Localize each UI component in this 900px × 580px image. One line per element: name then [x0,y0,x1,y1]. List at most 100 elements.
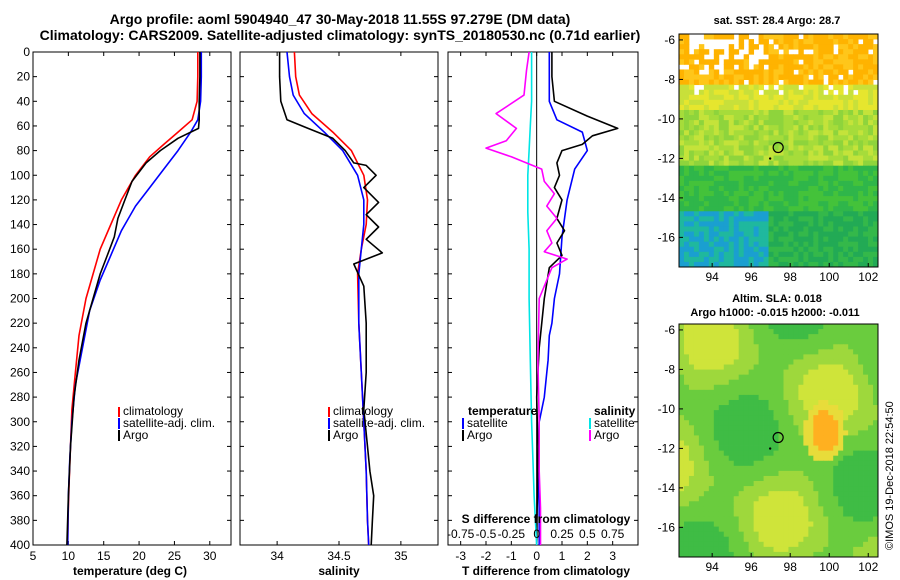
map-cell [793,465,799,472]
map-cell [868,324,874,330]
map-cell [858,475,864,482]
map-cell [788,155,794,162]
map-cell [868,379,874,386]
map-cell [718,339,725,345]
map-cell [688,506,695,512]
map-cell [708,551,715,558]
map-cell [758,125,764,131]
map-cell [683,115,690,121]
map-cell [743,206,750,212]
map-cell [788,364,794,370]
map-cell [738,551,745,558]
map-cell [703,506,710,512]
map-cell [683,420,690,426]
map-cell [683,415,690,421]
map-cell [743,455,750,462]
map-cell [873,109,879,116]
map-cell [708,415,715,421]
map-cell [858,496,864,502]
map-cell [783,130,789,136]
map-cell [838,241,844,248]
map-cell [693,79,700,86]
map-cell [873,104,879,111]
map-cell [758,460,764,467]
map-cell [693,241,700,248]
map-cell [818,405,824,411]
map-cell [748,39,755,45]
map-cell [728,521,735,528]
map-cell [703,201,710,207]
map-cell [863,155,869,162]
map-cell [818,475,824,482]
series-line-s-satellite [526,52,538,546]
map-cell [688,145,695,151]
map-cell [783,374,789,381]
map-cell [688,175,695,182]
map-cell [763,491,769,497]
map-cell [863,160,869,167]
map-cell [863,420,869,426]
map-cell [868,211,874,217]
y-tick-label: 180 [10,267,30,281]
map-cell [698,206,705,212]
map-cell [798,140,804,146]
map-cell [868,481,874,487]
map-cell [838,39,844,45]
map-y-tick-label: -8 [664,362,675,376]
map-cell [723,140,730,146]
map-cell [713,450,720,457]
map-cell [698,104,705,111]
map-cell [768,460,774,467]
y-tick-label: 280 [10,390,30,404]
map-cell [818,420,824,426]
map-cell [863,44,869,50]
map-cell [788,450,794,457]
map-cell [868,445,874,452]
map-cell [813,384,819,391]
map-cell [828,115,834,121]
map-cell [718,481,725,487]
map-cell [793,241,799,248]
map-cell [788,415,794,421]
map-cell [723,475,730,482]
map-cell [723,185,730,192]
map-cell [788,89,794,96]
map-cell [679,536,685,543]
map-cell [828,460,834,467]
map-cell [748,389,755,396]
map-cell [863,89,869,96]
map-cell [848,339,854,345]
map-cell [679,135,685,141]
map-cell [848,486,854,492]
map-cell [763,109,769,116]
map-cell [718,374,725,381]
map-cell [783,44,789,50]
map-cell [683,206,690,212]
map-cell [728,425,735,431]
map-cell [758,546,764,553]
map-cell [768,435,774,441]
map-cell [813,115,819,121]
map-cell [723,354,730,360]
map-cell [763,150,769,156]
map-cell [828,170,834,177]
map-cell [683,501,690,507]
map-cell [683,486,690,492]
map-cell [793,39,799,45]
map-cell [723,374,730,381]
map-cell [693,175,700,182]
map-cell [828,359,834,365]
map-cell [858,465,864,472]
map-cell [778,425,784,431]
map-cell [748,430,755,436]
legend-label-argo: Argo [333,428,359,442]
map-cell [788,491,794,497]
map-cell [693,506,700,512]
map-cell [723,135,730,141]
map-cell [693,344,700,350]
map-cell [743,344,750,350]
map-cell [778,491,784,497]
map-cell [808,511,814,517]
map-cell [843,324,849,330]
map-cell [753,135,760,141]
